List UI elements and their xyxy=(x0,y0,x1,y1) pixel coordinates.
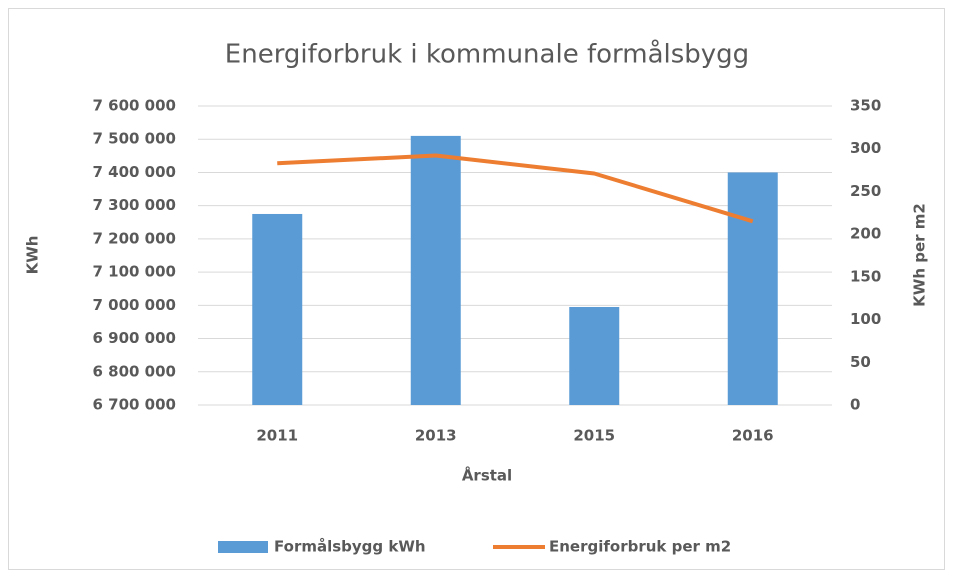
legend-label: Energiforbruk per m2 xyxy=(549,538,731,556)
y-tick-label: 7 000 000 xyxy=(92,296,176,314)
y2-tick-label: 150 xyxy=(850,267,881,285)
y-tick-label: 7 100 000 xyxy=(92,263,176,281)
y-axis-title: KWh xyxy=(24,236,42,275)
y2-tick-label: 0 xyxy=(850,396,860,414)
y2-tick-label: 300 xyxy=(850,139,881,157)
y2-tick-label: 250 xyxy=(850,182,881,200)
legend-label: Formålsbygg kWh xyxy=(274,538,426,556)
bar xyxy=(569,306,620,405)
y-tick-label: 7 300 000 xyxy=(92,196,176,214)
y2-tick-label: 100 xyxy=(850,310,881,328)
bar xyxy=(410,135,461,405)
y-tick-label: 7 500 000 xyxy=(92,130,176,148)
y-tick-label: 6 900 000 xyxy=(92,329,176,347)
y-tick-label: 7 400 000 xyxy=(92,163,176,181)
line-series xyxy=(277,153,754,224)
x-tick-label: 2011 xyxy=(256,427,298,445)
y2-axis-title: KWh per m2 xyxy=(911,203,929,307)
y-tick-label: 7 200 000 xyxy=(92,229,176,247)
x-tick-label: 2013 xyxy=(415,427,457,445)
y2-tick-label: 350 xyxy=(850,97,881,115)
x-axis-title: Årstal xyxy=(462,466,512,485)
y2-tick-label: 200 xyxy=(850,225,881,243)
bar xyxy=(727,172,778,405)
x-tick-label: 2016 xyxy=(732,427,774,445)
bar xyxy=(252,213,303,405)
y-tick-label: 6 700 000 xyxy=(92,396,176,414)
y-tick-label: 7 600 000 xyxy=(92,97,176,115)
y2-tick-label: 50 xyxy=(850,353,871,371)
chart-border xyxy=(8,8,945,570)
x-tick-label: 2015 xyxy=(573,427,615,445)
legend-swatch xyxy=(218,541,268,553)
chart-title: Energiforbruk i kommunale formålsbygg xyxy=(225,39,749,70)
y-tick-label: 6 800 000 xyxy=(92,362,176,380)
